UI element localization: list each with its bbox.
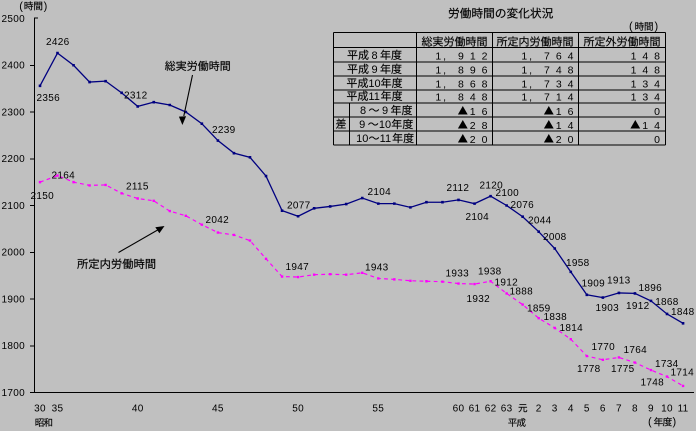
svg-text:11: 11 <box>368 91 379 103</box>
svg-text:0: 0 <box>654 134 660 146</box>
svg-text:1859: 1859 <box>527 304 551 315</box>
svg-text:7: 7 <box>616 404 622 415</box>
svg-text:30: 30 <box>34 404 46 415</box>
svg-text:2077: 2077 <box>287 201 311 212</box>
svg-text:148: 148 <box>631 65 661 77</box>
svg-text:2008: 2008 <box>543 232 567 243</box>
svg-text:1947: 1947 <box>286 262 310 273</box>
svg-text:50: 50 <box>292 404 304 415</box>
svg-text:3: 3 <box>552 404 558 415</box>
svg-text:10: 10 <box>661 404 673 415</box>
svg-text:(: ( <box>648 416 652 428</box>
svg-text:35: 35 <box>52 404 64 415</box>
svg-text:1943: 1943 <box>365 263 389 274</box>
svg-text:2000: 2000 <box>2 248 26 259</box>
svg-text:1900: 1900 <box>2 294 26 305</box>
svg-text:1888: 1888 <box>510 287 534 298</box>
svg-text:62: 62 <box>485 404 497 415</box>
svg-text:2164: 2164 <box>52 171 76 182</box>
svg-text:): ) <box>655 21 659 33</box>
svg-text:2076: 2076 <box>511 200 535 211</box>
svg-text:1913: 1913 <box>607 276 631 287</box>
svg-text:1909: 1909 <box>582 279 606 290</box>
svg-text:1775: 1775 <box>611 364 635 375</box>
svg-text:2500: 2500 <box>2 14 26 25</box>
svg-text:2044: 2044 <box>528 215 552 226</box>
svg-text:134: 134 <box>631 92 661 104</box>
svg-text:1868: 1868 <box>655 297 679 308</box>
svg-text:8: 8 <box>360 105 366 117</box>
svg-text:2100: 2100 <box>2 201 26 212</box>
svg-text:2300: 2300 <box>2 107 26 118</box>
svg-text:60: 60 <box>453 404 465 415</box>
svg-text:10: 10 <box>368 78 380 90</box>
svg-text:5: 5 <box>584 404 590 415</box>
svg-text:1933: 1933 <box>446 269 470 280</box>
svg-text:): ) <box>673 416 677 428</box>
svg-text:2104: 2104 <box>466 212 490 223</box>
svg-text:0: 0 <box>654 106 660 118</box>
svg-text:1770: 1770 <box>592 342 616 353</box>
svg-text:10: 10 <box>356 133 368 145</box>
svg-text:10: 10 <box>379 119 391 131</box>
svg-text:1764: 1764 <box>624 345 648 356</box>
svg-text:1912: 1912 <box>495 278 519 289</box>
svg-text:2115: 2115 <box>126 182 149 193</box>
svg-text:2120: 2120 <box>480 181 504 192</box>
svg-text:2239: 2239 <box>212 125 236 136</box>
svg-text:40: 40 <box>132 404 144 415</box>
svg-text:2: 2 <box>536 404 542 415</box>
svg-text:1700: 1700 <box>2 388 26 399</box>
svg-text:148: 148 <box>631 51 661 63</box>
svg-text:8: 8 <box>371 50 377 62</box>
svg-text:(: ( <box>19 0 23 12</box>
svg-text:2104: 2104 <box>368 187 392 198</box>
svg-text:2042: 2042 <box>206 215 230 226</box>
svg-text:9: 9 <box>371 64 377 76</box>
svg-text:11: 11 <box>380 133 391 145</box>
svg-text:4: 4 <box>568 404 574 415</box>
svg-text:1838: 1838 <box>544 312 568 323</box>
svg-text:): ) <box>44 0 48 12</box>
svg-text:1932: 1932 <box>467 294 491 305</box>
svg-text:63: 63 <box>501 404 513 415</box>
svg-text:2150: 2150 <box>31 191 55 202</box>
svg-text:2312: 2312 <box>124 91 148 102</box>
svg-text:2356: 2356 <box>37 93 61 104</box>
svg-text:9: 9 <box>648 404 654 415</box>
svg-text:2200: 2200 <box>2 154 26 165</box>
svg-text:45: 45 <box>212 404 224 415</box>
svg-text:2112: 2112 <box>447 183 470 194</box>
svg-text:8: 8 <box>632 404 638 415</box>
svg-text:1958: 1958 <box>566 258 590 269</box>
svg-text:2100: 2100 <box>496 188 520 199</box>
svg-text:1848: 1848 <box>671 307 695 318</box>
svg-text:11: 11 <box>678 404 689 415</box>
svg-text:1814: 1814 <box>560 323 584 334</box>
svg-text:1800: 1800 <box>2 341 26 352</box>
svg-text:1748: 1748 <box>641 378 665 389</box>
svg-text:55: 55 <box>372 404 384 415</box>
svg-text:9: 9 <box>359 119 365 131</box>
svg-text:9: 9 <box>382 105 388 117</box>
svg-text:6: 6 <box>600 404 606 415</box>
svg-text:1938: 1938 <box>478 267 502 278</box>
svg-text:61: 61 <box>469 404 481 415</box>
svg-text:(: ( <box>629 21 633 33</box>
svg-text:2400: 2400 <box>2 61 26 72</box>
svg-text:2426: 2426 <box>46 37 70 48</box>
svg-text:1896: 1896 <box>639 283 663 294</box>
svg-text:1912: 1912 <box>626 301 650 312</box>
svg-text:1734: 1734 <box>655 359 679 370</box>
svg-text:1903: 1903 <box>596 303 620 314</box>
svg-text:1778: 1778 <box>577 364 601 375</box>
svg-text:1714: 1714 <box>671 368 695 379</box>
svg-text:134: 134 <box>631 79 661 91</box>
